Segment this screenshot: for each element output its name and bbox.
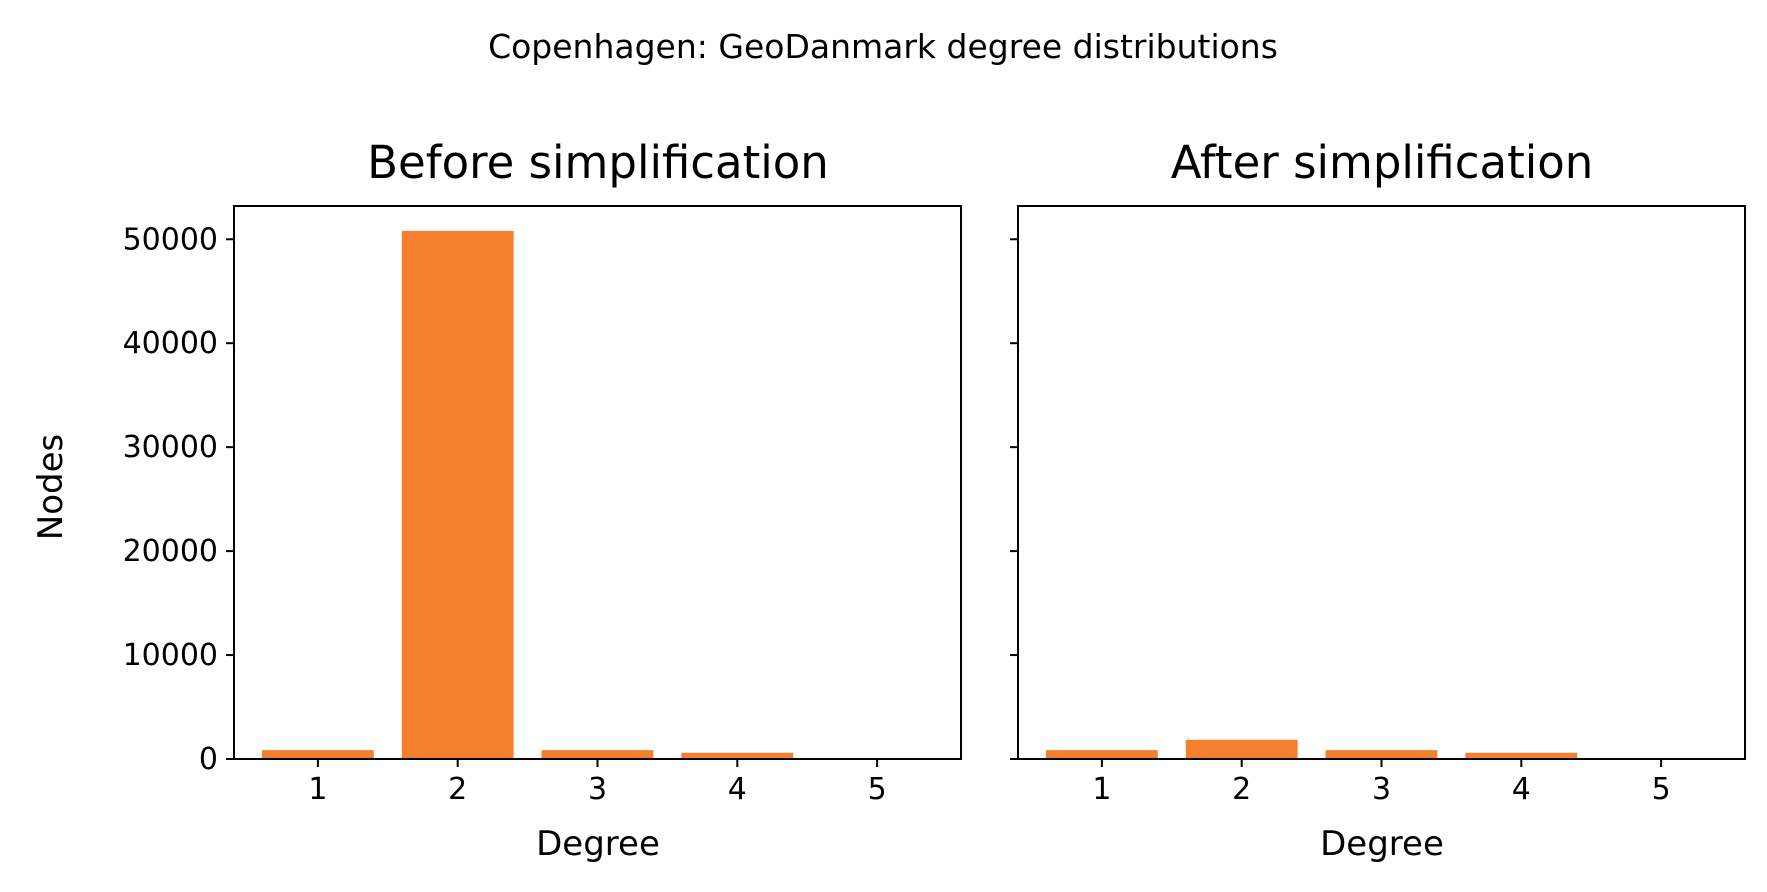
bar-before-degree-1: [261, 750, 374, 759]
y-tick-label: 10000: [123, 638, 218, 673]
y-tick-label: 20000: [123, 534, 218, 569]
y-ticks-after: [1010, 238, 1018, 760]
bar-after-degree-4: [1465, 752, 1578, 759]
x-ticks-after: 1 2 3 4 5: [1092, 759, 1671, 807]
x-tick-label-after: 3: [1372, 772, 1391, 807]
y-axis-label: Nodes: [31, 434, 71, 540]
axes-frame-before: [233, 205, 962, 760]
x-axis-label-before: Degree: [536, 824, 660, 864]
axes-frame-after: [1017, 205, 1746, 760]
y-tick-label: 40000: [123, 326, 218, 361]
panel-title-after: After simplification: [1171, 136, 1594, 189]
panel-before-simplification: Before simplification 010000200003000040…: [31, 136, 962, 864]
bar-before-degree-4: [681, 752, 794, 759]
bar-after-degree-3: [1325, 750, 1438, 759]
x-tick-label-before: 3: [588, 772, 607, 807]
bar-before-degree-2: [401, 230, 514, 759]
y-ticks-before: 0 10000 20000 30000 40000 50000: [123, 222, 234, 777]
x-tick-label-before: 5: [868, 772, 887, 807]
x-ticks-before: 1 2 3 4 5: [308, 759, 887, 807]
bars-before: [261, 230, 934, 759]
bar-after-degree-1: [1045, 750, 1158, 759]
x-tick-label-before: 1: [308, 772, 327, 807]
x-tick-label-after: 2: [1232, 772, 1251, 807]
figure-title: Copenhagen: GeoDanmark degree distributi…: [488, 27, 1278, 66]
panel-title-before: Before simplification: [367, 136, 829, 189]
x-axis-label-after: Degree: [1320, 824, 1444, 864]
y-tick-label: 30000: [123, 430, 218, 465]
y-tick-label: 0: [199, 742, 218, 777]
bar-before-degree-3: [541, 750, 654, 759]
x-tick-label-before: 4: [728, 772, 747, 807]
x-tick-label-after: 4: [1512, 772, 1531, 807]
x-tick-label-after: 1: [1092, 772, 1111, 807]
panel-after-simplification: After simplification 1 2 3 4 5 Degree: [1010, 136, 1746, 864]
x-tick-label-before: 2: [448, 772, 467, 807]
bar-after-degree-2: [1185, 739, 1298, 759]
x-tick-label-after: 5: [1652, 772, 1671, 807]
y-tick-label: 50000: [123, 222, 218, 257]
